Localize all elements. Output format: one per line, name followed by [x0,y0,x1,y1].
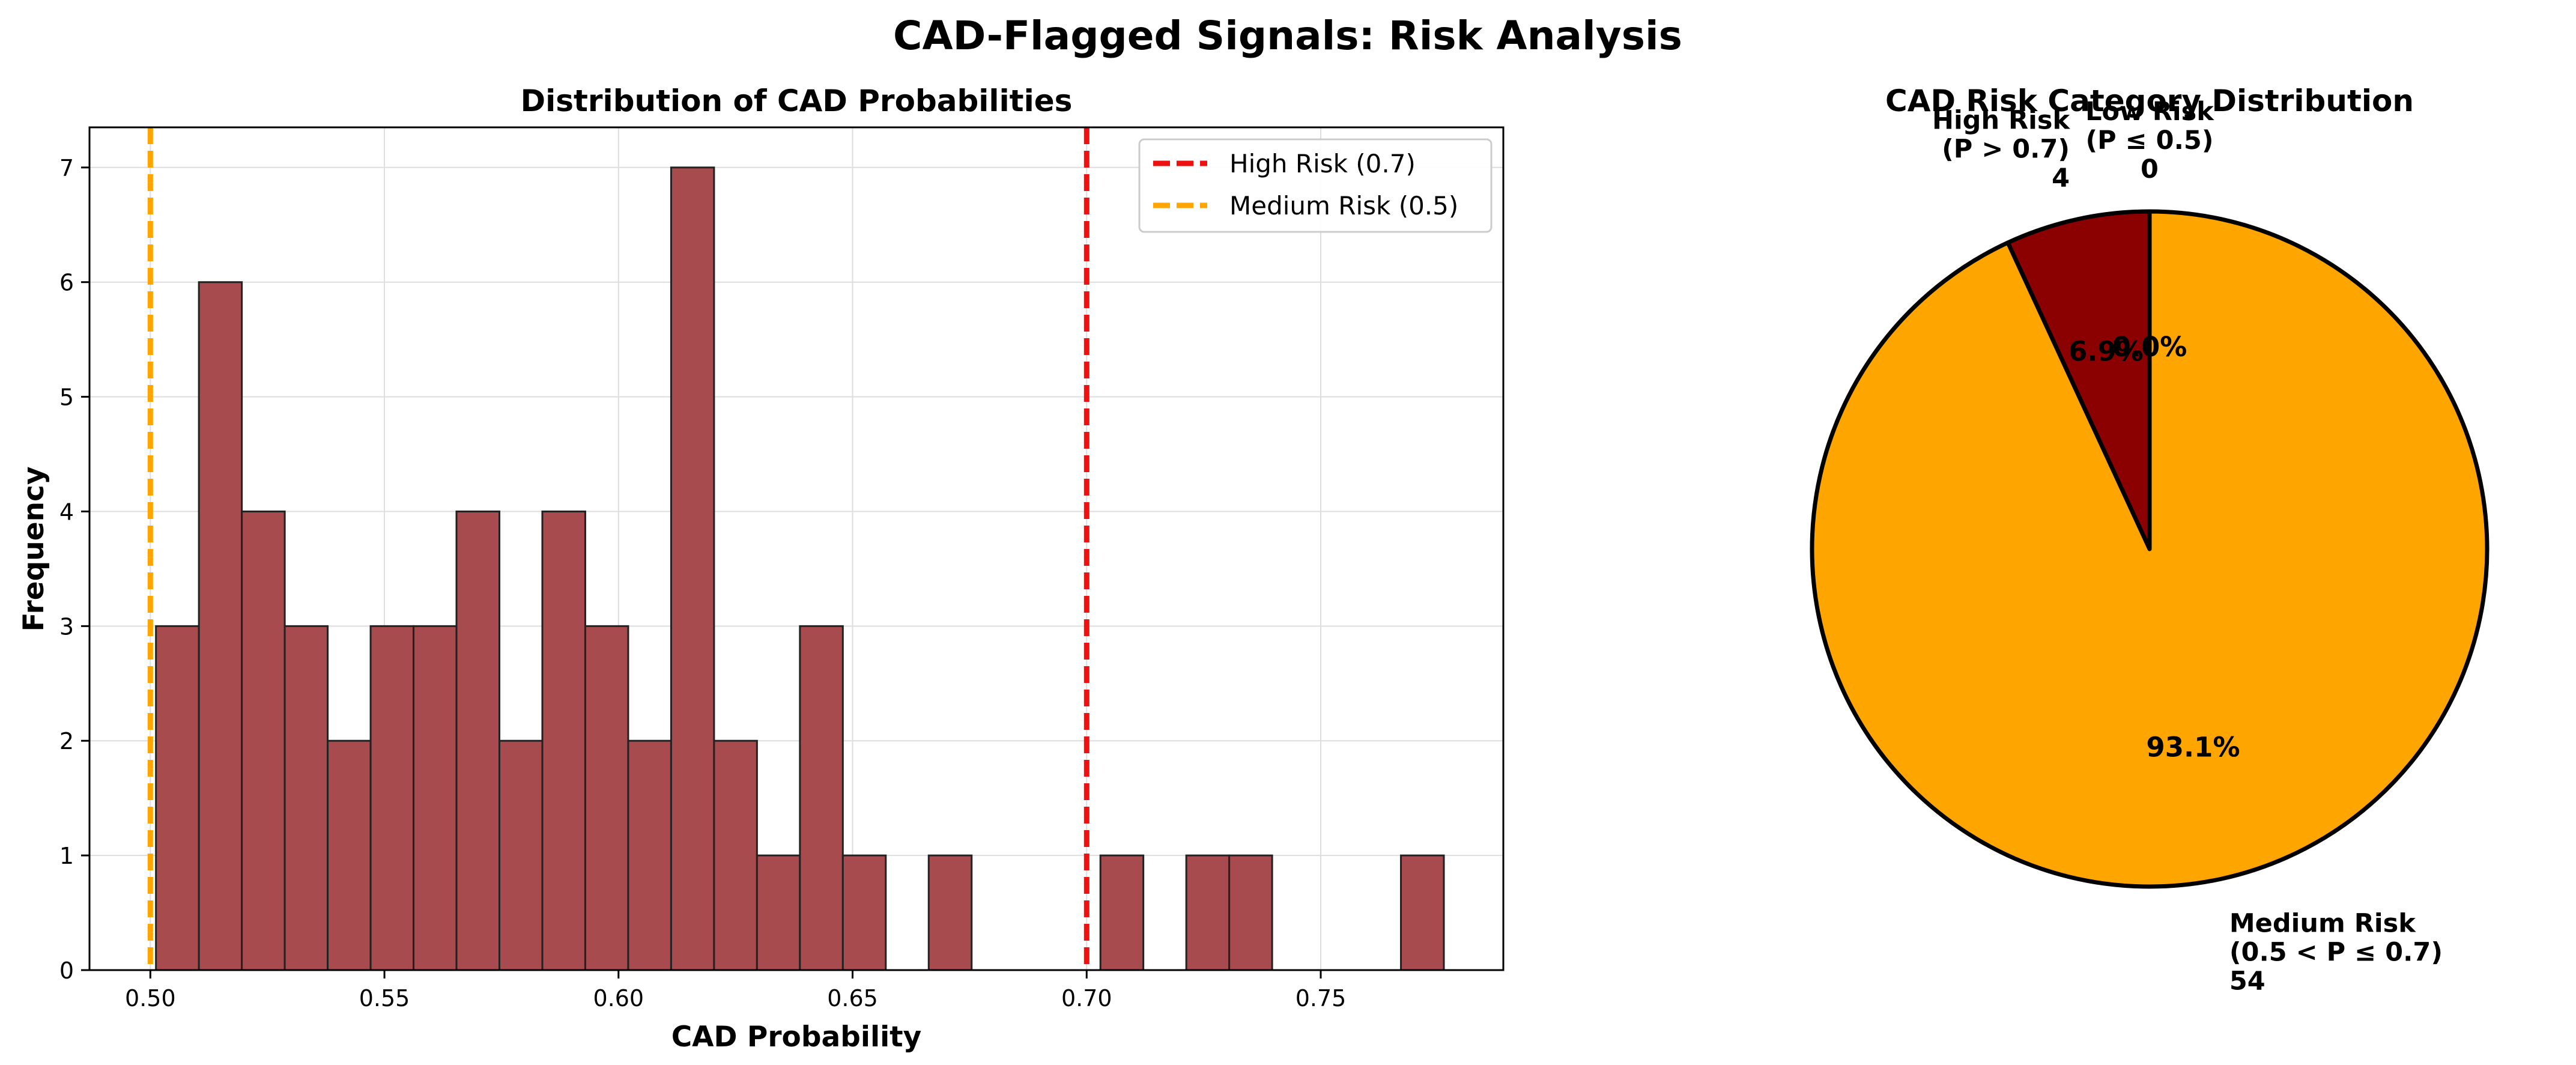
pie-panel: CAD Risk Category Distribution High Risk… [1810,83,2490,997]
y-tick-label: 4 [59,499,74,525]
pie-category-label: Low Risk (P ≤ 0.5) 0 [2085,97,2214,184]
legend-box [1138,138,1493,233]
histogram-bar [198,281,243,971]
histogram-bar [1185,854,1231,971]
pie-slices [1810,209,2490,889]
legend-label-high-risk: High Risk (0.7) [1229,149,1416,178]
histogram-bar [499,739,544,971]
pie-percent-label: 93.1% [2146,731,2240,763]
histogram-bar [927,854,973,971]
pie-percent-label: 0.0% [2112,331,2187,363]
x-tick-label: 0.65 [827,985,878,1012]
histogram-bar [1099,854,1145,971]
histogram-bar [799,625,844,971]
histogram-bar [841,854,887,971]
y-tick-label: 5 [59,384,74,411]
histogram-title: Distribution of CAD Probabilities [521,83,1073,118]
histogram-bar [713,739,758,971]
histogram-bar [155,625,200,971]
y-tick-label: 3 [59,613,74,640]
histogram-bar [584,625,629,971]
histogram-bar [670,166,715,971]
histogram-bar [413,625,458,971]
x-tick-label: 0.50 [125,985,176,1012]
legend-label-medium-risk: Medium Risk (0.5) [1229,191,1458,220]
figure-title: CAD-Flagged Signals: Risk Analysis [893,13,1682,59]
histogram-bar [455,510,501,971]
pie-title: CAD Risk Category Distribution [1885,83,2414,118]
histogram-bar [541,510,586,971]
histogram-bar [369,625,415,971]
histogram-bar [241,510,286,971]
histogram-y-axis-label: Frequency [17,466,50,631]
histogram-legend: High Risk (0.7) Medium Risk (0.5) [1138,138,1493,233]
histogram-bar [756,854,801,971]
pie-category-label: High Risk (P > 0.7) 4 [1932,105,2071,193]
histogram-y-ticks: 0 1 2 3 4 5 6 7 [59,155,89,984]
x-tick-label: 0.60 [593,985,644,1012]
histogram-bars [155,166,1445,971]
histogram-panel: Distribution of CAD Probabilities 0.50 0.… [17,83,1505,1054]
histogram-x-ticks: 0.50 0.55 0.60 0.65 0.70 0.75 [125,970,1346,1012]
pie-slice [1810,209,2490,889]
histogram-bar [327,739,372,971]
histogram-bar [1400,854,1445,971]
y-tick-label: 6 [59,270,74,296]
histogram-bar [627,739,672,971]
pie-category-label: Medium Risk (0.5 < P ≤ 0.7) 54 [2229,909,2443,997]
histogram-bar [1228,854,1273,971]
histogram-x-axis-label: CAD Probability [671,1021,922,1054]
pie-percent-label: 6.9% [2068,336,2144,368]
y-tick-label: 1 [59,843,74,869]
x-tick-label: 0.55 [359,985,410,1012]
histogram-bar [283,625,329,971]
histogram-axes-frame [88,126,1505,971]
pie-labels: High Risk (P > 0.7) 4 6.9% Medium Risk (0.5 <… [1932,97,2443,997]
y-tick-label: 7 [59,155,74,181]
x-tick-label: 0.75 [1296,985,1347,1012]
x-tick-label: 0.70 [1061,985,1112,1012]
y-tick-label: 0 [59,957,74,984]
y-tick-label: 2 [59,728,74,754]
pie-slice [2005,209,2152,551]
